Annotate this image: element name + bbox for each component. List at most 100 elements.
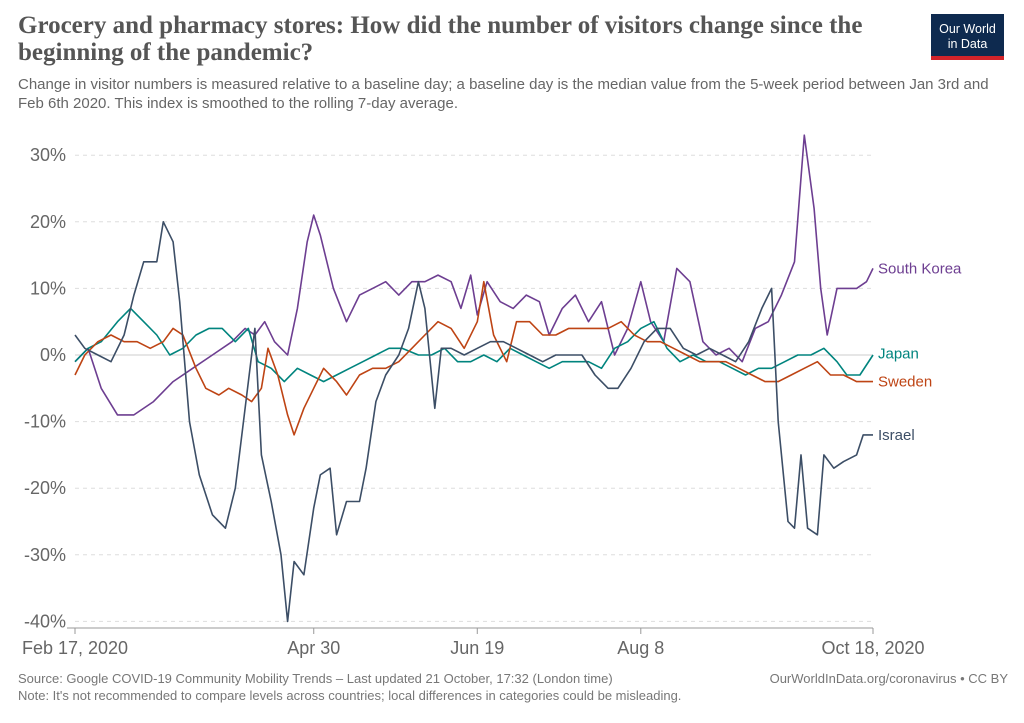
data-point-sweden (541, 333, 545, 337)
data-point-south-korea (854, 286, 858, 290)
data-point-israel (449, 346, 453, 350)
data-point-south-korea (766, 320, 770, 324)
y-tick-label: -40% (24, 611, 66, 631)
data-point-israel (364, 466, 368, 470)
data-point-sweden (194, 366, 198, 370)
data-point-sweden (606, 326, 610, 330)
data-point-israel (223, 526, 227, 530)
data-point-japan (455, 360, 459, 364)
data-point-japan (194, 333, 198, 337)
data-point-japan (858, 373, 862, 377)
data-point-israel (122, 333, 126, 337)
data-point-sweden (227, 386, 231, 390)
data-point-israel (210, 513, 214, 517)
data-point-sweden (410, 346, 414, 350)
data-point-israel (197, 473, 201, 477)
data-point-japan (295, 366, 299, 370)
data-point-sweden (711, 360, 715, 364)
owid-logo[interactable]: Our World in Data (931, 14, 1004, 60)
data-point-south-korea (498, 300, 502, 304)
data-point-japan (348, 366, 352, 370)
data-point-sweden (204, 386, 208, 390)
data-point-israel (269, 499, 273, 503)
data-point-sweden (384, 366, 388, 370)
data-point-sweden (828, 373, 832, 377)
data-point-south-korea (835, 286, 839, 290)
series-label-south-korea: South Korea (878, 260, 962, 277)
data-point-japan (207, 326, 211, 330)
data-point-south-korea (99, 386, 103, 390)
line-israel[interactable] (74, 221, 873, 623)
data-point-israel (527, 353, 531, 357)
data-point-sweden (763, 379, 767, 383)
data-point-israel (776, 419, 780, 423)
data-point-israel (171, 240, 175, 244)
data-point-sweden (148, 346, 152, 350)
series-end-labels: South Korea Japan Sweden Israel (878, 260, 962, 444)
data-point-sweden (96, 340, 100, 344)
data-point-sweden (482, 280, 486, 284)
data-point-south-korea (845, 286, 849, 290)
data-point-south-korea (436, 273, 440, 277)
data-point-israel (96, 353, 100, 357)
data-point-sweden (240, 393, 244, 397)
data-point-japan (835, 360, 839, 364)
data-point-israel (334, 533, 338, 537)
data-point-israel (733, 360, 737, 364)
data-point-south-korea (469, 273, 473, 277)
data-point-south-korea (132, 413, 136, 417)
series-label-israel: Israel (878, 427, 915, 444)
data-point-israel (318, 473, 322, 477)
data-point-israel (501, 340, 505, 344)
data-point-israel (799, 453, 803, 457)
data-point-israel (861, 433, 865, 437)
data-point-sweden (593, 326, 597, 330)
series-sweden (74, 280, 873, 436)
data-point-israel (488, 340, 492, 344)
data-point-israel (769, 286, 773, 290)
line-japan[interactable] (74, 307, 874, 383)
data-point-sweden (514, 320, 518, 324)
data-point-sweden (449, 326, 453, 330)
data-point-israel (694, 353, 698, 357)
data-point-south-korea (573, 293, 577, 297)
line-sweden[interactable] (74, 280, 873, 436)
data-point-japan (871, 353, 875, 357)
data-point-japan (246, 326, 250, 330)
data-point-south-korea (864, 280, 868, 284)
data-point-israel (292, 559, 296, 563)
data-point-south-korea (318, 233, 322, 237)
line-south-korea[interactable] (74, 134, 874, 416)
data-point-israel (655, 326, 659, 330)
data-point-japan (796, 353, 800, 357)
data-point-south-korea (459, 306, 463, 310)
data-point-sweden (312, 386, 316, 390)
data-point-sweden (83, 353, 87, 357)
data-point-south-korea (599, 300, 603, 304)
data-point-japan (612, 346, 616, 350)
data-point-south-korea (449, 280, 453, 284)
source-link[interactable]: OurWorldInData.org/coronavirus • CC BY (769, 671, 1008, 686)
data-point-south-korea (586, 320, 590, 324)
data-point-south-korea (871, 266, 875, 270)
y-tick-label: -10% (24, 412, 66, 432)
data-point-sweden (580, 326, 584, 330)
y-gridlines (75, 154, 873, 622)
data-point-sweden (724, 360, 728, 364)
data-point-sweden (854, 379, 858, 383)
data-point-israel (155, 260, 159, 264)
data-point-israel (854, 453, 858, 457)
x-tick-label: Apr 30 (287, 638, 340, 658)
data-point-japan (220, 326, 224, 330)
data-point-japan (783, 360, 787, 364)
data-point-japan (626, 340, 630, 344)
data-point-south-korea (370, 286, 374, 290)
data-point-sweden (397, 360, 401, 364)
data-point-sweden (671, 346, 675, 350)
data-point-israel (822, 453, 826, 457)
x-tick-label: Jun 19 (450, 638, 504, 658)
data-point-israel (328, 466, 332, 470)
data-point-japan (361, 360, 365, 364)
data-point-sweden (505, 360, 509, 364)
data-point-israel (259, 453, 263, 457)
